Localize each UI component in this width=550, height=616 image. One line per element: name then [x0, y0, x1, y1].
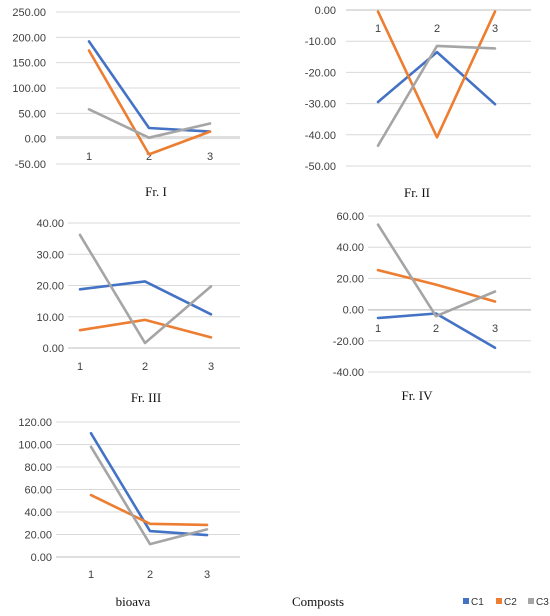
x-tick-label: 3: [492, 323, 498, 335]
y-tick-label: 20.00: [336, 273, 364, 285]
chart-panel-2: -50.00 -40.00 -30.00 -20.00 -10.00 0.00 1 2 3 Fr.…: [305, 5, 531, 200]
series-line-c1: [89, 431, 209, 537]
y-tick-label: 10.00: [36, 312, 64, 324]
legend-swatch-c3: [528, 598, 534, 604]
series-line-c3: [376, 223, 497, 318]
y-tick-label: 40.00: [24, 507, 52, 519]
legend-swatch-c2: [496, 598, 502, 604]
y-tick-label: -50.00: [305, 161, 336, 173]
y-tick-label: 40.00: [36, 218, 64, 230]
chart-panel-4: -40.00 -20.00 0.00 20.00 40.00 60.00 1 2 3 Fr. IV: [333, 211, 531, 403]
x-tick-label: 1: [86, 151, 92, 163]
legend-label-c3: C3: [536, 597, 549, 608]
y-tick-label: 0.00: [315, 5, 336, 17]
y-tick-label: -40.00: [333, 367, 364, 379]
y-tick-label: 0.00: [25, 134, 46, 146]
y-tick-label: 0.00: [43, 343, 64, 355]
x-tick-label: 1: [375, 323, 381, 335]
chart-panel-5: 0.00 20.00 40.00 60.00 80.00 100.00 120.00 1 2 3 b…: [18, 417, 240, 609]
y-tick-label: 0.00: [343, 305, 364, 317]
bottom-caption: Composts: [292, 594, 344, 609]
legend-label-c1: C1: [471, 597, 484, 608]
y-tick-label: 0.00: [31, 552, 52, 564]
x-tick-label: 2: [147, 569, 153, 581]
y-tick-label: 20.00: [24, 530, 52, 542]
panel-title: Fr. I: [145, 184, 167, 199]
panel-title: bioava: [116, 594, 151, 609]
y-tick-label: 100.00: [18, 440, 52, 452]
x-tick-label: 1: [375, 23, 381, 35]
legend-label-c2: C2: [504, 597, 517, 608]
series-line-c3: [376, 44, 497, 147]
x-tick-label: 2: [142, 361, 148, 373]
series-line-c2: [376, 10, 497, 139]
y-tick-label: -20.00: [333, 336, 364, 348]
y-tick-label: 50.00: [18, 108, 46, 120]
series-line-c2: [78, 318, 213, 339]
series-line-c2: [89, 493, 209, 527]
x-tick-label: 3: [492, 23, 498, 35]
x-tick-label: 2: [433, 323, 439, 335]
panel-title: Fr. II: [404, 185, 430, 200]
y-tick-label: -20.00: [305, 67, 336, 79]
y-tick-label: 60.00: [336, 211, 364, 223]
series-line-c1: [376, 50, 497, 106]
x-tick-label: 3: [208, 361, 214, 373]
y-tick-label: 200.00: [12, 32, 46, 44]
series-line-c1: [78, 280, 213, 316]
y-tick-label: -50.00: [15, 159, 46, 171]
panel-title: Fr. IV: [401, 388, 433, 403]
y-tick-label: 80.00: [24, 462, 52, 474]
panel-title: Fr. III: [131, 390, 161, 405]
series-line-c3: [87, 108, 212, 139]
y-tick-label: 30.00: [36, 249, 64, 261]
x-tick-label: 3: [207, 151, 213, 163]
chart-panel-3: 0.00 10.00 20.00 30.00 40.00 1 2 3 Fr. III: [36, 218, 240, 405]
series-line-c1: [376, 312, 497, 350]
y-tick-label: 40.00: [336, 242, 364, 254]
y-tick-label: -10.00: [305, 36, 336, 48]
x-tick-label: 3: [204, 569, 210, 581]
y-tick-label: -40.00: [305, 130, 336, 142]
y-tick-label: 120.00: [18, 417, 52, 429]
legend-swatch-c1: [463, 598, 469, 604]
series-line-c2: [87, 49, 212, 156]
chart-panel-1: -50.00 0.00 50.00 100.00 150.00 200.00 250.00 1…: [12, 7, 240, 199]
x-tick-label: 1: [77, 361, 83, 373]
x-tick-label: 2: [146, 151, 152, 163]
x-tick-label: 2: [434, 23, 440, 35]
y-tick-label: 100.00: [12, 83, 46, 95]
y-tick-label: 250.00: [12, 7, 46, 19]
y-tick-label: 150.00: [12, 58, 46, 70]
x-tick-label: 1: [88, 569, 94, 581]
y-tick-label: 60.00: [24, 485, 52, 497]
y-tick-label: 20.00: [36, 281, 64, 293]
y-tick-label: -30.00: [305, 99, 336, 111]
legend: C1 C2 C3: [463, 597, 549, 608]
series-line-c3: [89, 445, 209, 546]
series-line-c2: [376, 268, 497, 303]
series-line-c1: [87, 40, 212, 133]
series-line-c3: [78, 233, 213, 345]
